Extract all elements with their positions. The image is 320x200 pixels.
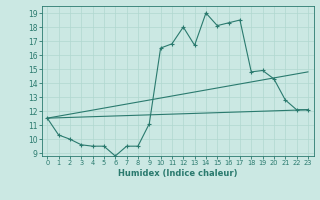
X-axis label: Humidex (Indice chaleur): Humidex (Indice chaleur) <box>118 169 237 178</box>
